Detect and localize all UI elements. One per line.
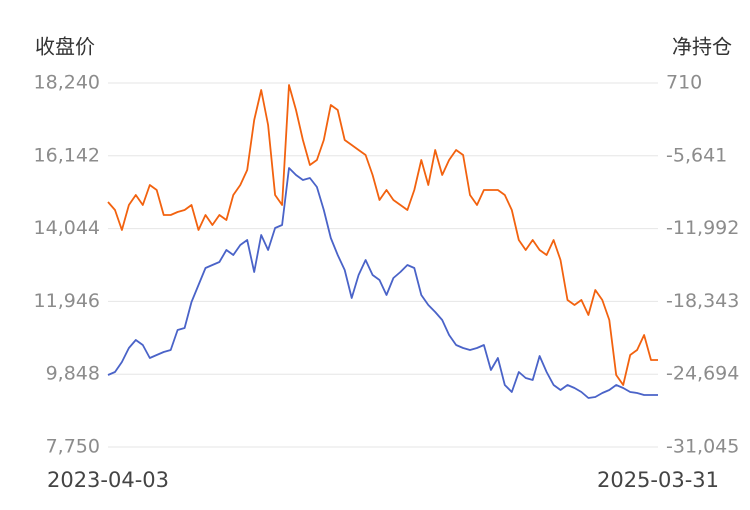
y-tick-label: 9,848	[46, 363, 100, 385]
x-tick-label: 2025-03-31	[597, 468, 719, 492]
y2-tick-label: 710	[666, 72, 702, 94]
line-series	[107, 84, 658, 386]
y2-tick-label: -5,641	[666, 144, 727, 166]
x-tick-label: 2023-04-03	[47, 468, 169, 492]
y-tick-label: 11,946	[34, 290, 100, 312]
y-axis-title: 收盘价	[35, 35, 95, 59]
y-tick-label: 7,750	[46, 436, 100, 458]
y-tick-label: 14,044	[34, 217, 100, 239]
line-series	[107, 167, 658, 399]
y2-axis-title: 净持仓	[672, 35, 732, 59]
y2-tick-label: -24,694	[666, 363, 739, 385]
y2-tick-label: -11,992	[666, 217, 739, 239]
y-tick-label: 18,240	[34, 72, 100, 94]
y2-tick-label: -18,343	[666, 290, 739, 312]
y-tick-label: 16,142	[34, 144, 100, 166]
y2-tick-label: -31,045	[666, 436, 739, 458]
